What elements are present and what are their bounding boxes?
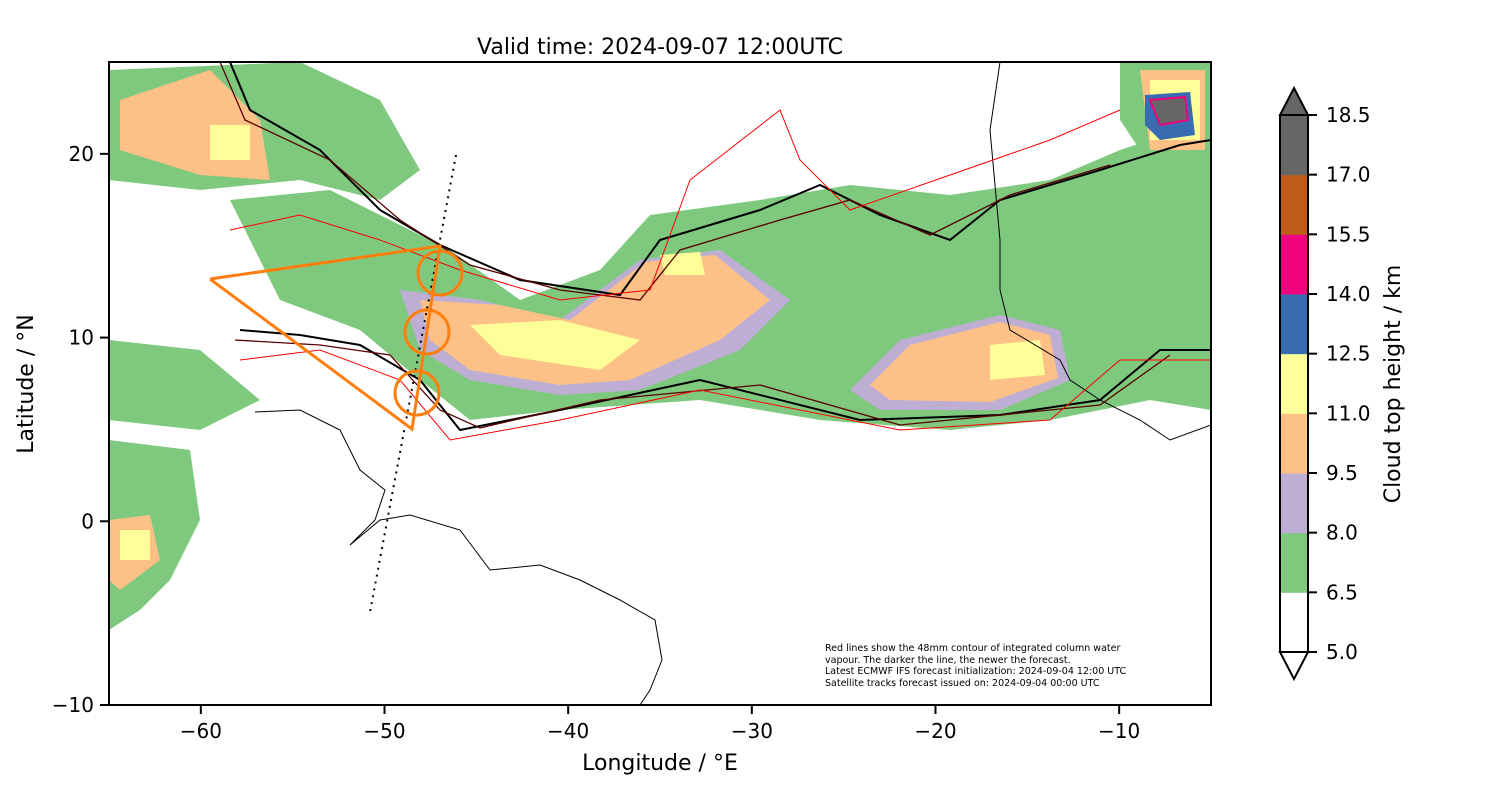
colorbar-label: Cloud top height / km bbox=[1381, 265, 1406, 504]
colorbar-segment bbox=[1280, 174, 1308, 235]
colorbar-segment bbox=[1280, 234, 1308, 295]
waypoint-circle bbox=[403, 308, 451, 356]
cloud-field-green bbox=[109, 440, 200, 630]
colorbar-tick-label: 17.0 bbox=[1326, 163, 1371, 187]
y-axis-label: Latitude / °N bbox=[14, 314, 39, 453]
x-tick-label: −40 bbox=[547, 719, 589, 743]
plot-frame bbox=[108, 61, 1212, 706]
x-tick-label: −50 bbox=[363, 719, 405, 743]
satellite-track bbox=[369, 154, 457, 613]
map-title: Valid time: 2024-09-07 12:00UTC bbox=[477, 35, 843, 60]
colorbar-segment bbox=[1280, 532, 1308, 593]
iwv-contour-oldest bbox=[229, 109, 1211, 441]
cloud-field-orange bbox=[109, 70, 1205, 590]
colorbar-extend-max bbox=[1278, 85, 1310, 116]
x-axis-label: Longitude / °E bbox=[582, 751, 738, 776]
annotation-line: Red lines show the 48mm contour of integ… bbox=[825, 643, 1120, 654]
annotation-text: Red lines show the 48mm contour of integ… bbox=[825, 643, 1126, 689]
iwv-contour-older bbox=[219, 62, 1171, 429]
colorbar-segment bbox=[1280, 473, 1308, 534]
colorbar-tick-label: 8.0 bbox=[1326, 521, 1358, 545]
colorbar-tick-label: 6.5 bbox=[1326, 580, 1358, 604]
colorbar-frame bbox=[1279, 114, 1309, 653]
waypoint-circle bbox=[393, 369, 441, 417]
colorbar-extend-min bbox=[1278, 651, 1310, 682]
annotation-line: Latest ECMWF IFS forecast initialization… bbox=[825, 666, 1126, 677]
iwv-contour-latest bbox=[229, 62, 1211, 432]
colorbar-segment bbox=[1280, 413, 1308, 474]
x-tick-label: −10 bbox=[1098, 719, 1140, 743]
colorbar-tick-label: 14.0 bbox=[1326, 282, 1371, 306]
colorbar-tick-label: 5.0 bbox=[1326, 640, 1358, 664]
flight-track bbox=[209, 244, 442, 432]
colorbar: 5.0 6.5 8.0 9.5 11.0 12.5 14.0 15.5 17.0 18.5 bbox=[1278, 85, 1371, 682]
y-tick-label: 0 bbox=[81, 509, 94, 533]
cloud-field-grey bbox=[1148, 95, 1190, 127]
colorbar-tick-label: 18.5 bbox=[1326, 103, 1371, 127]
colorbar-tick-label: 9.5 bbox=[1326, 461, 1358, 485]
colorbar-segment bbox=[1280, 592, 1308, 653]
cloud-field-green bbox=[109, 340, 260, 430]
y-tick-label: 20 bbox=[69, 142, 94, 166]
map-area: −60 −50 −40 −30 −20 −10 −10 0 10 20 Longitude / … bbox=[14, 61, 1212, 776]
x-tick-label: −30 bbox=[731, 719, 773, 743]
y-axis-ticks: −10 0 10 20 bbox=[52, 142, 109, 717]
colorbar-tick-label: 15.5 bbox=[1326, 222, 1371, 246]
colorbar-tick-label: 12.5 bbox=[1326, 342, 1371, 366]
annotation-line: Satellite tracks forecast issued on: 202… bbox=[825, 678, 1100, 689]
colorbar-segment bbox=[1280, 115, 1308, 176]
waypoint-circle bbox=[416, 249, 464, 297]
annotation-line: vapour. The darker the line, the newer t… bbox=[825, 655, 1071, 666]
coastline bbox=[254, 409, 663, 705]
colorbar-segment bbox=[1280, 294, 1308, 355]
y-tick-label: −10 bbox=[52, 693, 94, 717]
cloud-field-yellow bbox=[120, 80, 1200, 560]
x-tick-label: −60 bbox=[180, 719, 222, 743]
colorbar-segment bbox=[1280, 353, 1308, 414]
x-axis-ticks: −60 −50 −40 −30 −20 −10 bbox=[180, 705, 1140, 743]
x-tick-label: −20 bbox=[914, 719, 956, 743]
colorbar-tick-label: 11.0 bbox=[1326, 401, 1371, 425]
y-tick-label: 10 bbox=[69, 326, 94, 350]
